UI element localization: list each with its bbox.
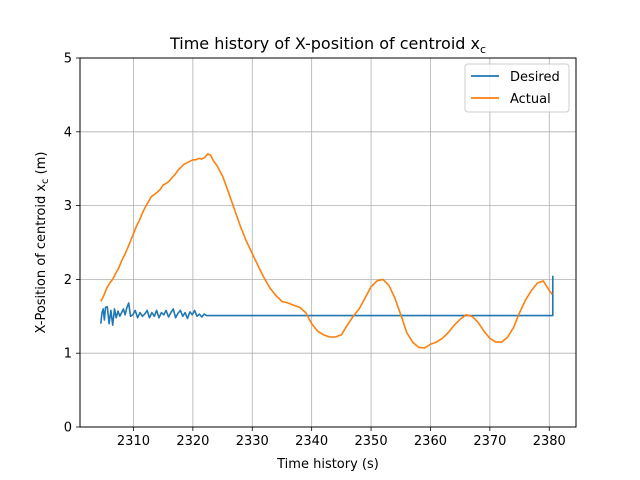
x-tick-label: 2380: [533, 434, 566, 449]
x-axis-label: Time history (s): [276, 457, 379, 472]
chart-title: Time history of X-position of centroid x…: [169, 34, 486, 56]
series-line-actual: [100, 153, 553, 349]
x-tick-label: 2340: [295, 434, 328, 449]
chart-title-text: Time history of X-position of centroid x: [169, 34, 480, 53]
y-tick-label: 3: [64, 199, 72, 214]
y-tick-label: 1: [64, 347, 72, 362]
plot-frame: [79, 57, 577, 428]
y-axis-label-text: X-Position of centroid x: [34, 184, 49, 334]
ticks: 2310 2320 2330 2340 2350 2360 2370 2380 0 1 2 3 4 5: [64, 52, 566, 450]
x-tick-label: 2360: [414, 434, 447, 449]
y-axis-label-subscript: c: [40, 178, 51, 184]
y-tick-label: 0: [64, 421, 72, 436]
chart-title-subscript: c: [480, 43, 486, 56]
y-tick-label: 5: [64, 52, 72, 67]
x-tick-label: 2330: [236, 434, 269, 449]
series-line-desired: [100, 275, 554, 327]
x-tick-label: 2320: [176, 434, 209, 449]
series-lines: [100, 153, 554, 349]
x-tick-label: 2350: [355, 434, 388, 449]
legend: Desired Actual: [464, 63, 570, 113]
y-axis-label: X-Position of centroid xc (m): [34, 152, 51, 334]
y-axis-label-unit: (m): [34, 152, 49, 179]
legend-label-desired: Desired: [510, 70, 560, 85]
x-tick-label: 2370: [473, 434, 506, 449]
legend-label-actual: Actual: [510, 92, 551, 107]
y-tick-label: 2: [64, 273, 72, 288]
x-tick-label: 2310: [117, 434, 150, 449]
y-tick-label: 4: [64, 125, 72, 140]
